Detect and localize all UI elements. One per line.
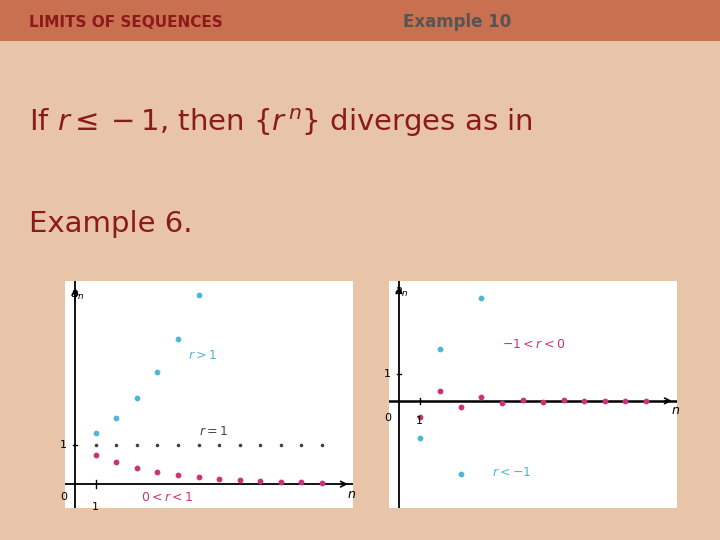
Point xyxy=(455,402,467,411)
Point xyxy=(172,470,184,479)
Point xyxy=(90,429,102,437)
Point xyxy=(234,441,246,449)
Point xyxy=(131,441,143,449)
Point xyxy=(640,396,652,405)
Text: $0 < r < 1$: $0 < r < 1$ xyxy=(141,490,194,504)
Point xyxy=(517,195,528,204)
Point xyxy=(110,458,122,467)
Point xyxy=(476,294,487,303)
Point xyxy=(316,441,328,449)
Point xyxy=(110,414,122,422)
Point xyxy=(414,434,426,443)
Point xyxy=(213,475,225,483)
Text: Example 10: Example 10 xyxy=(403,14,511,31)
Point xyxy=(414,413,426,421)
Text: LIMITS OF SEQUENCES: LIMITS OF SEQUENCES xyxy=(29,15,222,30)
Text: 0: 0 xyxy=(384,413,391,423)
Point xyxy=(578,397,590,406)
Point xyxy=(496,399,508,407)
Point xyxy=(90,450,102,459)
Point xyxy=(234,161,246,170)
Point xyxy=(152,468,163,476)
Point xyxy=(172,335,184,343)
Point xyxy=(213,441,225,449)
Text: 1: 1 xyxy=(92,502,99,512)
Text: $a_n$: $a_n$ xyxy=(70,288,84,302)
Point xyxy=(599,396,611,405)
Point xyxy=(131,394,143,402)
Point xyxy=(193,441,204,449)
Text: $r > 1$: $r > 1$ xyxy=(188,349,217,362)
Point xyxy=(193,473,204,482)
Text: 0: 0 xyxy=(60,492,67,502)
Text: 1: 1 xyxy=(416,416,423,426)
Point xyxy=(254,65,266,74)
Point xyxy=(434,387,446,396)
Point xyxy=(558,3,570,11)
Point xyxy=(296,441,307,449)
Point xyxy=(110,441,122,449)
Point xyxy=(131,463,143,472)
Point xyxy=(172,441,184,449)
Text: If $r \leq -1$, then $\{r^{\,n}\}$ diverges as in: If $r \leq -1$, then $\{r^{\,n}\}$ diver… xyxy=(29,106,533,139)
Point xyxy=(254,441,266,449)
Point xyxy=(517,395,528,404)
Text: $r < -1$: $r < -1$ xyxy=(492,465,531,478)
Text: $n$: $n$ xyxy=(346,488,356,501)
Point xyxy=(254,477,266,485)
Text: $r = 1$: $r = 1$ xyxy=(199,426,228,438)
Point xyxy=(275,441,287,449)
Point xyxy=(537,397,549,406)
Point xyxy=(275,477,287,486)
Point xyxy=(455,470,467,478)
Point xyxy=(193,291,204,300)
FancyBboxPatch shape xyxy=(0,0,720,40)
Point xyxy=(434,345,446,353)
Point xyxy=(558,396,570,405)
Point xyxy=(476,393,487,402)
Text: $n$: $n$ xyxy=(670,404,680,417)
Point xyxy=(316,478,328,487)
Point xyxy=(152,441,163,449)
Text: $a_n$: $a_n$ xyxy=(394,286,408,299)
Point xyxy=(620,397,631,406)
Point xyxy=(152,368,163,377)
Text: Example 6.: Example 6. xyxy=(29,210,192,238)
Text: $-1 < r < 0$: $-1 < r < 0$ xyxy=(502,338,565,350)
Text: 1: 1 xyxy=(384,369,391,379)
Point xyxy=(234,476,246,484)
Point xyxy=(213,234,225,243)
Point xyxy=(296,478,307,487)
Point xyxy=(90,441,102,449)
Text: 1: 1 xyxy=(60,440,67,450)
